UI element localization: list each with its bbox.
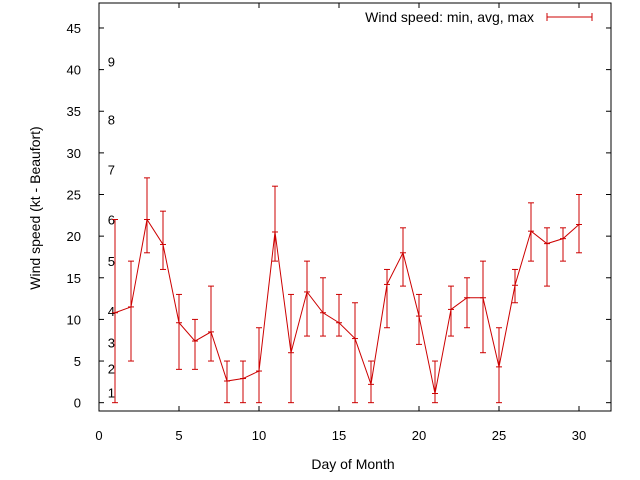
- error-bar: [272, 185, 278, 262]
- y-axis-title: Wind speed (kt - Beaufort): [27, 126, 43, 289]
- error-bar: [288, 293, 294, 404]
- x-axis-title: Day of Month: [311, 456, 394, 472]
- error-bar: [496, 327, 502, 404]
- error-bar: [352, 302, 358, 404]
- y-tick-label: 30: [67, 146, 81, 161]
- error-bar: [400, 227, 406, 287]
- beaufort-label: 2: [108, 362, 115, 377]
- y-tick-label: 20: [67, 229, 81, 244]
- beaufort-label: 3: [108, 336, 115, 351]
- error-bar: [416, 293, 422, 345]
- series-layer: [112, 177, 582, 404]
- x-tick-label: 0: [95, 428, 102, 443]
- beaufort-label: 4: [108, 304, 115, 319]
- error-bar: [480, 260, 486, 354]
- x-tick-label: 5: [175, 428, 182, 443]
- error-bar: [464, 277, 470, 329]
- x-tick-label: 20: [412, 428, 426, 443]
- beaufort-annotations: 1 2 3 4 5 6 7 8 9: [108, 54, 115, 400]
- error-bar: [144, 177, 150, 254]
- error-bar: [128, 260, 134, 362]
- error-bar: [304, 260, 310, 337]
- error-bar: [176, 293, 182, 370]
- beaufort-label: 6: [108, 212, 115, 227]
- y-tick-label: 0: [74, 396, 81, 411]
- error-bar: [160, 210, 166, 270]
- error-bar: [544, 227, 550, 287]
- plot-frame: [98, 2, 612, 412]
- legend-label: Wind speed: min, avg, max: [365, 9, 534, 25]
- error-bar: [208, 285, 214, 362]
- beaufort-label: 7: [108, 163, 115, 178]
- error-bar: [512, 268, 518, 304]
- error-bar: [192, 318, 198, 370]
- error-bar: [368, 360, 374, 404]
- y-tick-label: 5: [74, 354, 81, 369]
- error-bar: [240, 360, 246, 404]
- legend: Wind speed: min, avg, max: [365, 9, 593, 25]
- x-tick-label: 25: [492, 428, 506, 443]
- beaufort-label: 8: [108, 113, 115, 128]
- error-bar: [560, 227, 566, 262]
- beaufort-label: 1: [108, 386, 115, 401]
- y-tick-label: 45: [67, 21, 81, 36]
- error-bar: [112, 218, 118, 404]
- error-bar: [384, 268, 390, 329]
- series-line: [114, 218, 580, 394]
- error-bar: [432, 360, 438, 404]
- error-bar: [336, 293, 342, 337]
- error-bar: [576, 194, 582, 254]
- beaufort-label: 5: [108, 254, 115, 269]
- x-tick-label: 10: [252, 428, 266, 443]
- error-bar: [224, 360, 230, 404]
- y-tick-label: 15: [67, 271, 81, 286]
- error-bar: [528, 202, 534, 262]
- y-tick-label: 40: [67, 63, 81, 78]
- y-tick-label: 25: [67, 188, 81, 203]
- error-bar: [256, 327, 262, 404]
- error-bar: [320, 277, 326, 337]
- error-bar: [448, 285, 454, 337]
- y-tick-label: 35: [67, 104, 81, 119]
- x-axis-ticks: 0 5 10 15 20 25 30: [95, 3, 586, 443]
- x-tick-label: 30: [572, 428, 586, 443]
- y-tick-label: 10: [67, 312, 81, 327]
- x-tick-label: 15: [332, 428, 346, 443]
- beaufort-label: 9: [108, 54, 115, 69]
